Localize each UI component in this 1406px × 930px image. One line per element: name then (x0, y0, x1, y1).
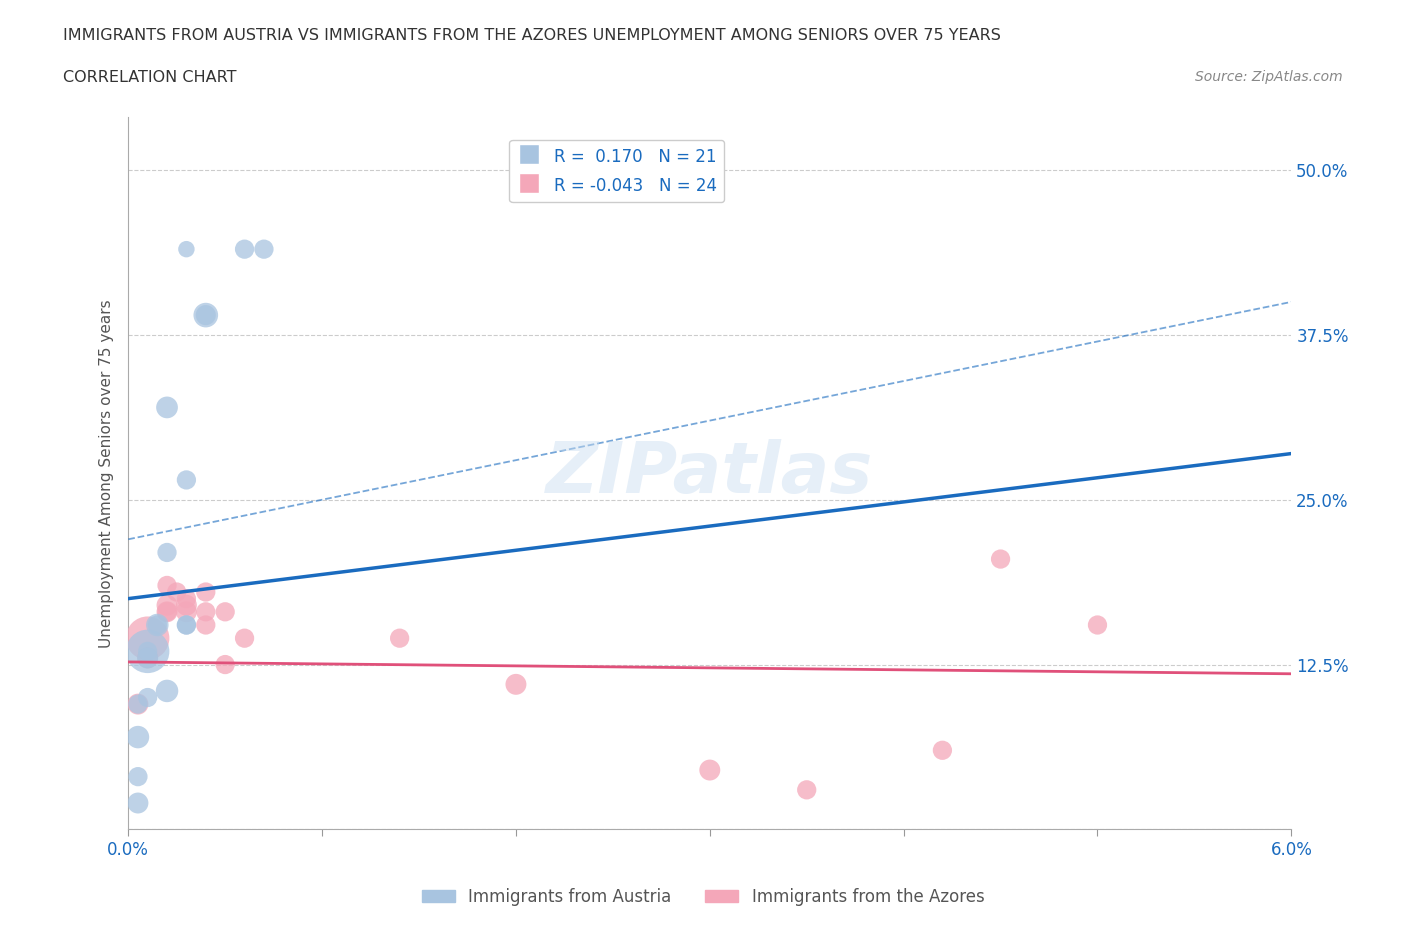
Point (136, 690, 159, 705)
Text: ZIPatlas: ZIPatlas (546, 439, 873, 508)
Point (127, 730, 149, 745)
Point (146, 618, 169, 632)
Point (194, 308, 217, 323)
Point (176, 618, 198, 632)
Point (136, 644, 159, 658)
Point (136, 650, 159, 665)
Point (699, 763, 721, 777)
Point (214, 604, 236, 619)
Point (156, 684, 179, 698)
Point (194, 618, 217, 632)
Point (176, 472, 198, 487)
Point (176, 618, 198, 632)
Point (194, 604, 217, 619)
Point (127, 795, 149, 810)
Point (166, 585, 188, 600)
Point (176, 604, 198, 619)
Point (990, 551, 1012, 566)
Point (176, 591, 198, 606)
Point (176, 598, 198, 613)
Point (156, 545, 179, 560)
Point (1087, 618, 1109, 632)
Text: Source: ZipAtlas.com: Source: ZipAtlas.com (1195, 70, 1343, 84)
Point (931, 743, 953, 758)
Point (156, 604, 179, 619)
Point (253, 242, 276, 257)
Point (136, 650, 159, 665)
Y-axis label: Unemployment Among Seniors over 75 years: Unemployment Among Seniors over 75 years (100, 299, 114, 647)
Point (136, 631, 159, 645)
Point (156, 604, 179, 619)
Point (127, 769, 149, 784)
Point (127, 697, 149, 711)
Legend: Immigrants from Austria, Immigrants from the Azores: Immigrants from Austria, Immigrants from… (415, 881, 991, 912)
Point (388, 631, 411, 645)
Text: IMMIGRANTS FROM AUSTRIA VS IMMIGRANTS FROM THE AZORES UNEMPLOYMENT AMONG SENIORS: IMMIGRANTS FROM AUSTRIA VS IMMIGRANTS FR… (63, 28, 1001, 43)
Point (194, 585, 217, 600)
Point (214, 658, 236, 672)
Point (146, 618, 169, 632)
Point (505, 677, 527, 692)
Point (176, 242, 198, 257)
Point (156, 578, 179, 593)
Point (194, 308, 217, 323)
Point (156, 400, 179, 415)
Point (796, 782, 818, 797)
Point (233, 631, 256, 645)
Point (233, 242, 256, 257)
Point (156, 598, 179, 613)
Text: CORRELATION CHART: CORRELATION CHART (63, 70, 236, 85)
Point (127, 697, 149, 711)
Legend: R =  0.170   N = 21, R = -0.043   N = 24: R = 0.170 N = 21, R = -0.043 N = 24 (509, 140, 724, 202)
Point (136, 644, 159, 658)
